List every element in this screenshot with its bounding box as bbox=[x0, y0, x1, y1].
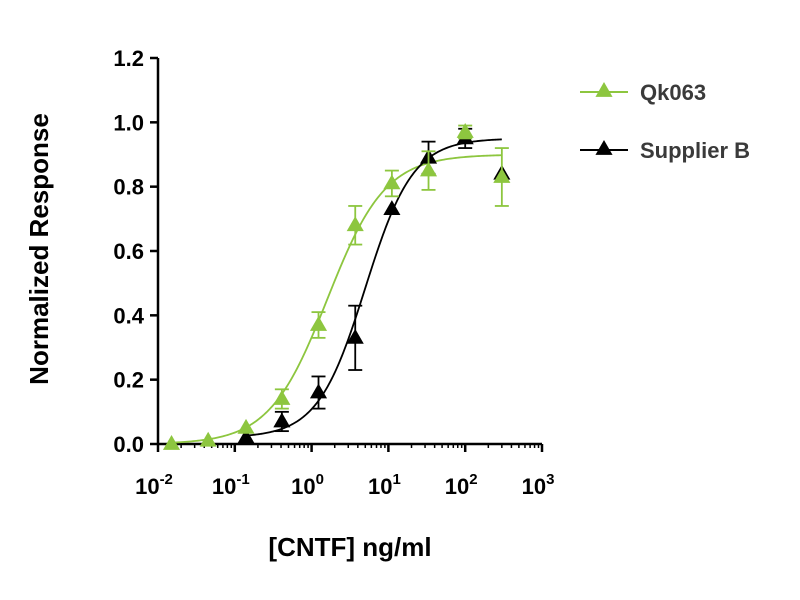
data-point-series-0-9 bbox=[493, 168, 511, 183]
y-tick-label: 0.8 bbox=[113, 175, 144, 200]
y-tick-label: 1.0 bbox=[113, 110, 144, 135]
x-tick-label: 10-1 bbox=[212, 471, 250, 499]
x-tick-label: 103 bbox=[522, 471, 555, 499]
legend-marker bbox=[595, 140, 613, 155]
data-point-series-1-3 bbox=[346, 328, 364, 344]
y-tick-label: 1.2 bbox=[113, 46, 144, 71]
data-point-series-1-1 bbox=[273, 412, 291, 428]
data-point-series-0-2 bbox=[237, 418, 255, 434]
data-point-series-0-3 bbox=[273, 389, 291, 405]
data-point-series-0-6 bbox=[383, 174, 401, 190]
data-point-series-0-1 bbox=[199, 431, 217, 447]
data-point-series-0-0 bbox=[162, 435, 181, 450]
y-axis-title: Normalized Response bbox=[24, 113, 54, 385]
x-tick-label: 102 bbox=[445, 471, 478, 499]
x-tick-label: 101 bbox=[368, 471, 401, 499]
data-point-series-1-2 bbox=[309, 383, 328, 399]
legend: Qk063 Supplier B bbox=[580, 80, 750, 163]
fit-curve-series-0 bbox=[171, 154, 502, 444]
data-point-series-1-0 bbox=[237, 428, 255, 444]
data-point-series-0-8 bbox=[456, 122, 474, 138]
y-tick-label: 0.0 bbox=[113, 432, 144, 457]
legend-label: Supplier B bbox=[640, 138, 750, 163]
data-point-series-1-4 bbox=[383, 200, 401, 216]
axes: 0.0 0.2 0.4 0.6 0.8 1.0 1.2 10-2 10-1 100 101 102 1… bbox=[113, 46, 554, 499]
data-point-series-0-5 bbox=[346, 216, 364, 232]
data-point-series-0-4 bbox=[309, 315, 328, 331]
y-tick-label: 0.6 bbox=[113, 239, 144, 264]
x-tick-label: 10-2 bbox=[135, 471, 173, 499]
x-tick-label: 100 bbox=[291, 471, 324, 499]
legend-marker bbox=[595, 82, 613, 97]
y-tick-label: 0.4 bbox=[113, 303, 144, 328]
legend-label: Qk063 bbox=[640, 80, 706, 105]
y-tick-label: 0.2 bbox=[113, 368, 144, 393]
x-axis-title: [CNTF] ng/ml bbox=[268, 532, 431, 562]
data-point-series-0-7 bbox=[419, 161, 438, 177]
